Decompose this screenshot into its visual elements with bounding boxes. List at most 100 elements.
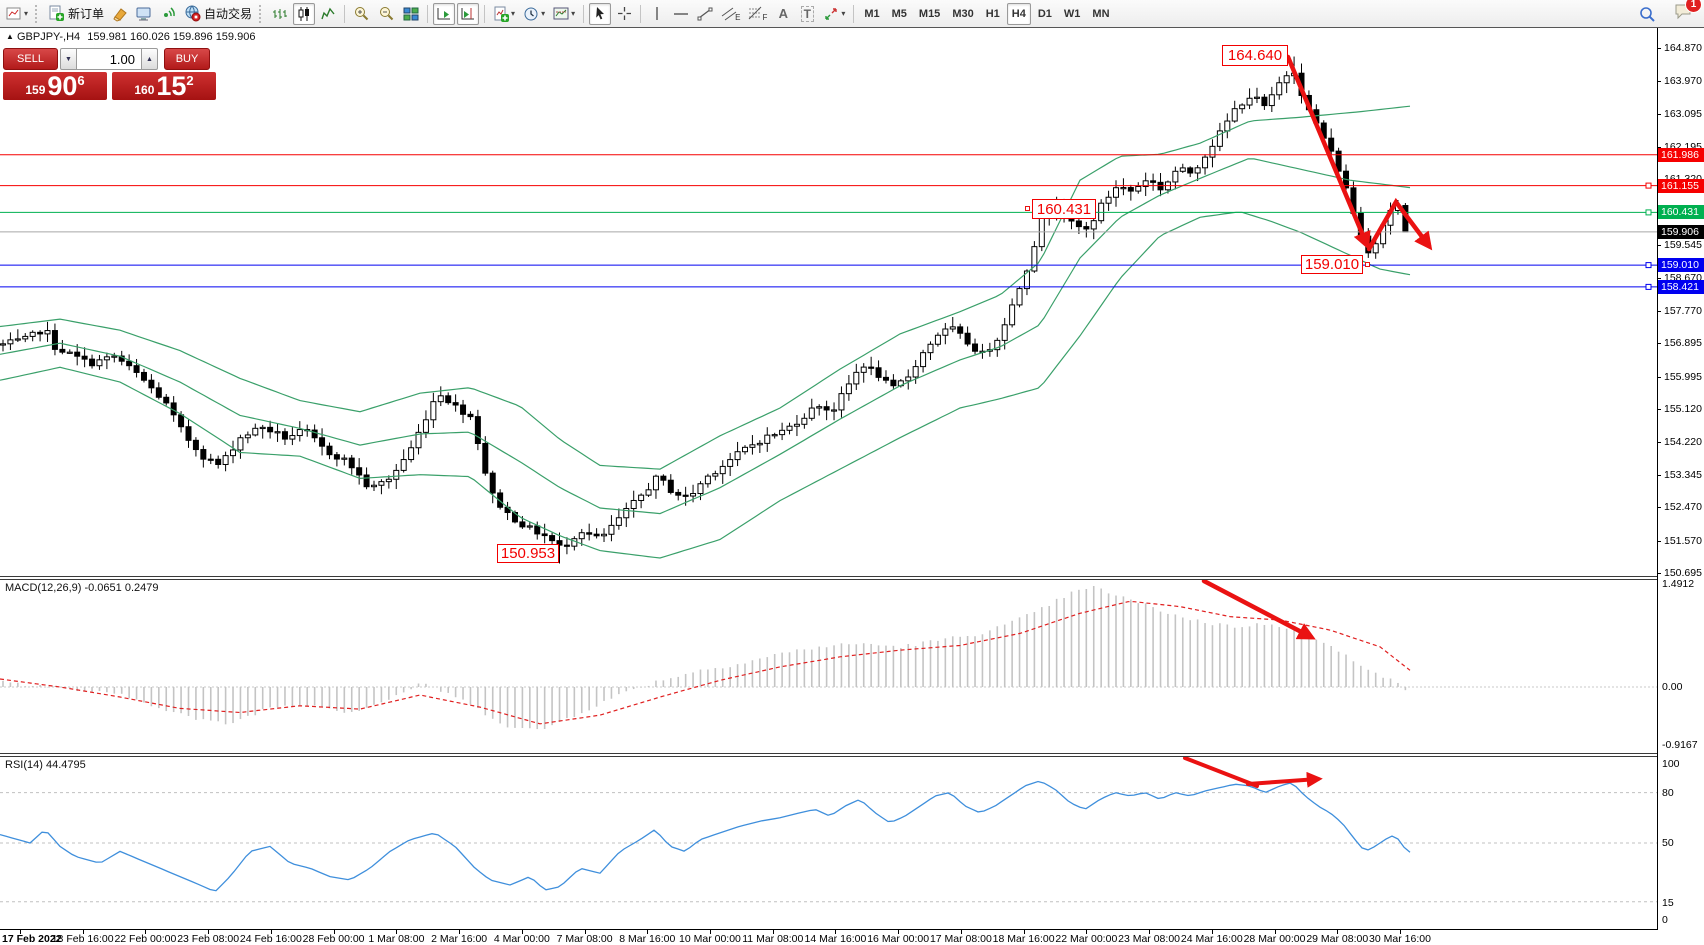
fibonacci-tool[interactable]: F (745, 3, 770, 25)
tf-m15-button[interactable]: M15 (914, 3, 945, 25)
tf-h1-button[interactable]: H1 (981, 3, 1005, 25)
tf-w1-button[interactable]: W1 (1059, 3, 1086, 25)
candle (691, 494, 696, 496)
candle (757, 443, 762, 444)
price-tick-mark (1657, 245, 1661, 246)
text-tool[interactable]: A (772, 3, 794, 25)
buy-button[interactable]: BUY (164, 48, 210, 70)
templates-button[interactable]: ▾ (550, 3, 578, 25)
auto-trading-button[interactable]: 自动交易 (181, 3, 255, 25)
tf-m30-button[interactable]: M30 (947, 3, 978, 25)
new-order-button[interactable]: 新订单 (45, 3, 107, 25)
price-tick-mark (1657, 114, 1661, 115)
volume-down-button[interactable]: ▼ (60, 48, 77, 70)
terminal-button[interactable] (133, 3, 155, 25)
chevron-down-icon: ▾ (841, 9, 845, 18)
rsi-arrow (1248, 779, 1318, 784)
chart-right-border (1657, 28, 1658, 929)
new-chart-button[interactable]: ▾ (3, 3, 31, 25)
text-label-tool[interactable]: T (796, 3, 818, 25)
price-tick-mark (1657, 48, 1661, 49)
candle (772, 435, 777, 436)
tile-windows-button[interactable] (400, 3, 422, 25)
trendline-icon (697, 6, 713, 21)
candle (832, 410, 837, 411)
candle (409, 448, 414, 460)
vertical-line-tool[interactable] (646, 3, 668, 25)
tf-d1-button[interactable]: D1 (1033, 3, 1057, 25)
candle (876, 368, 881, 378)
time-tick-label: 22 Mar 00:00 (1055, 933, 1117, 945)
candle (1106, 197, 1111, 203)
candle (231, 450, 236, 456)
time-tick-label: 7 Mar 08:00 (557, 933, 613, 945)
candle (646, 490, 651, 495)
annotation-anchor-marker (1365, 262, 1370, 267)
signal-button[interactable] (157, 3, 179, 25)
search-button[interactable] (1635, 3, 1659, 25)
candle (520, 522, 525, 527)
volume-up-button[interactable]: ▲ (141, 48, 158, 70)
trend-arrow (1288, 57, 1367, 245)
candle (1, 344, 6, 345)
chevron-down-icon: ▾ (511, 9, 515, 18)
toolbar-separator (427, 5, 428, 23)
crosshair-tool-button[interactable] (613, 3, 635, 25)
tf-mn-button[interactable]: MN (1087, 3, 1114, 25)
cursor-tool-button[interactable] (589, 3, 611, 25)
buy-price-panel[interactable]: 160 15 2 (112, 72, 216, 100)
rsi-scale-label: 80 (1662, 787, 1674, 799)
trendline-tool[interactable] (694, 3, 716, 25)
candle (75, 352, 80, 356)
line-chart-type-button[interactable] (317, 3, 339, 25)
candle (8, 340, 13, 344)
candle (134, 366, 139, 373)
macd-pane[interactable] (0, 580, 1657, 753)
rsi-pane[interactable] (0, 757, 1657, 929)
annotation-price-label[interactable]: 160.431 (1032, 199, 1096, 219)
arrows-tool[interactable]: ▾ (820, 3, 848, 25)
channel-tool[interactable]: E (718, 3, 743, 25)
price-tick-mark (1657, 442, 1661, 443)
toolbar-separator (484, 5, 485, 23)
zoom-in-button[interactable] (350, 3, 373, 25)
periods-button[interactable]: ▾ (520, 3, 548, 25)
candle (594, 534, 599, 536)
annotation-price-label[interactable]: 164.640 (1222, 45, 1288, 66)
volume-input[interactable] (77, 48, 141, 70)
sell-button[interactable]: SELL (3, 48, 58, 70)
tf-m5-button[interactable]: M5 (887, 3, 912, 25)
indicators-button[interactable]: ▾ (490, 3, 518, 25)
annotation-price-label[interactable]: 159.010 (1301, 255, 1363, 274)
bar-chart-icon (272, 6, 288, 22)
main-chart[interactable] (0, 28, 1657, 576)
candlestick-type-button[interactable] (293, 3, 315, 25)
candle (216, 459, 221, 464)
time-tick-label: 24 Mar 16:00 (1181, 933, 1243, 945)
candle (728, 460, 733, 467)
candle (683, 495, 688, 496)
annotation-price-label[interactable]: 150.953 (497, 544, 559, 563)
tf-m1-button[interactable]: M1 (859, 3, 884, 25)
horizontal-line-tool[interactable] (670, 3, 692, 25)
tf-h4-button[interactable]: H4 (1007, 3, 1031, 25)
bar-chart-type-button[interactable] (269, 3, 291, 25)
candle (1247, 98, 1252, 105)
arrows-icon (823, 6, 839, 22)
time-tick-label: 1 Mar 08:00 (368, 933, 424, 945)
candle (357, 468, 362, 475)
auto-scroll-button[interactable] (433, 3, 455, 25)
candle (15, 339, 20, 340)
collapse-arrow-icon[interactable]: ▲ (6, 32, 14, 41)
price-badge: 159.906 (1658, 225, 1704, 239)
price-tick-mark (1657, 81, 1661, 82)
time-tick-label: 23 Mar 08:00 (1118, 933, 1180, 945)
candle (802, 418, 807, 424)
candle (824, 407, 829, 410)
chat-button[interactable]: 1 (1674, 2, 1694, 25)
sell-price-panel[interactable]: 159 90 6 (3, 72, 107, 100)
candle (542, 534, 547, 536)
zoom-out-button[interactable] (375, 3, 398, 25)
styler-button[interactable] (109, 3, 131, 25)
chart-shift-button[interactable] (457, 3, 479, 25)
